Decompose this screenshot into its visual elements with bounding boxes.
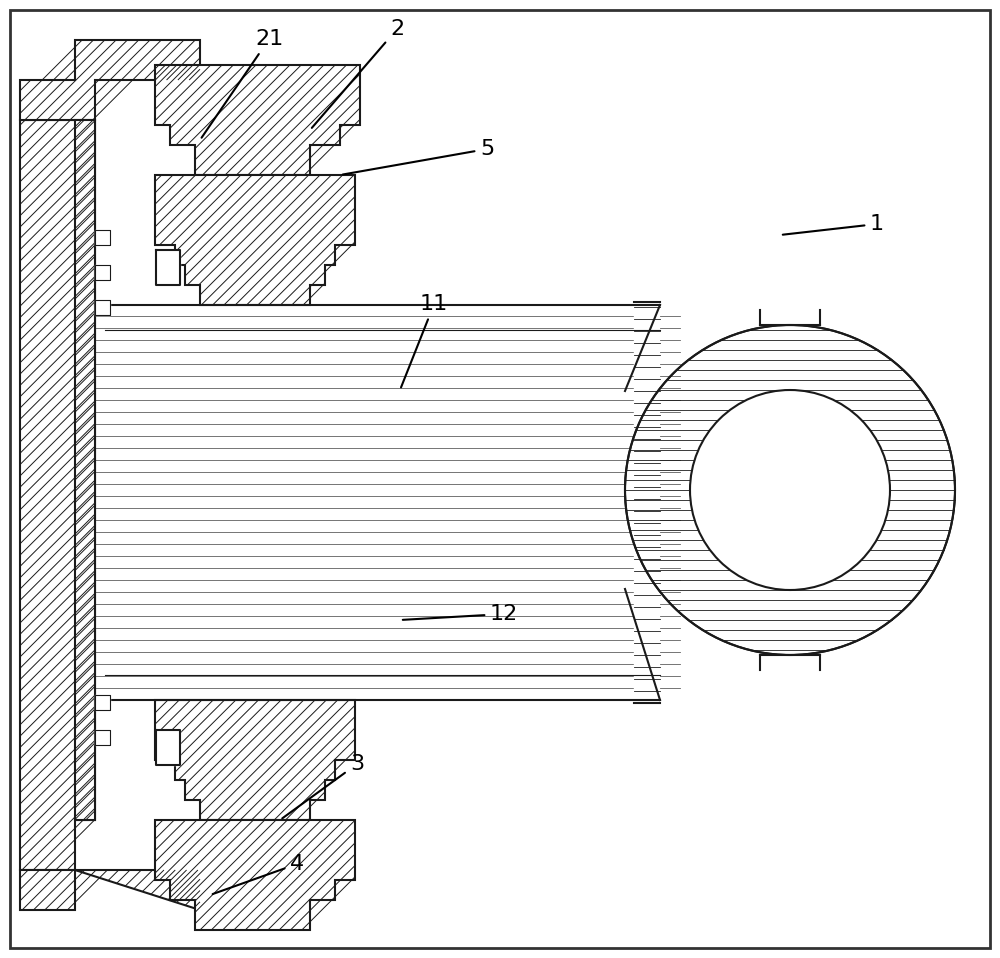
Circle shape [690,390,890,590]
Polygon shape [155,175,355,305]
Text: 5: 5 [343,139,494,174]
Polygon shape [95,230,110,245]
Polygon shape [20,120,95,870]
Text: 11: 11 [401,294,448,387]
Text: 1: 1 [783,214,884,235]
Polygon shape [645,305,660,315]
Polygon shape [95,300,110,315]
Polygon shape [95,305,660,700]
Polygon shape [20,870,200,910]
Polygon shape [634,302,660,703]
Polygon shape [95,265,110,280]
Polygon shape [760,655,820,670]
Polygon shape [156,730,180,765]
Polygon shape [155,820,355,930]
Circle shape [625,325,955,655]
Polygon shape [155,65,360,175]
Polygon shape [760,310,820,325]
Text: 4: 4 [213,854,304,894]
Polygon shape [156,250,180,285]
Polygon shape [95,730,110,745]
Polygon shape [75,120,95,820]
Polygon shape [658,305,691,700]
Polygon shape [95,695,110,710]
Polygon shape [20,40,200,120]
Text: 12: 12 [403,604,518,624]
Text: 2: 2 [312,19,404,128]
Text: 3: 3 [282,754,364,818]
Polygon shape [155,700,355,820]
Text: 21: 21 [202,29,283,138]
